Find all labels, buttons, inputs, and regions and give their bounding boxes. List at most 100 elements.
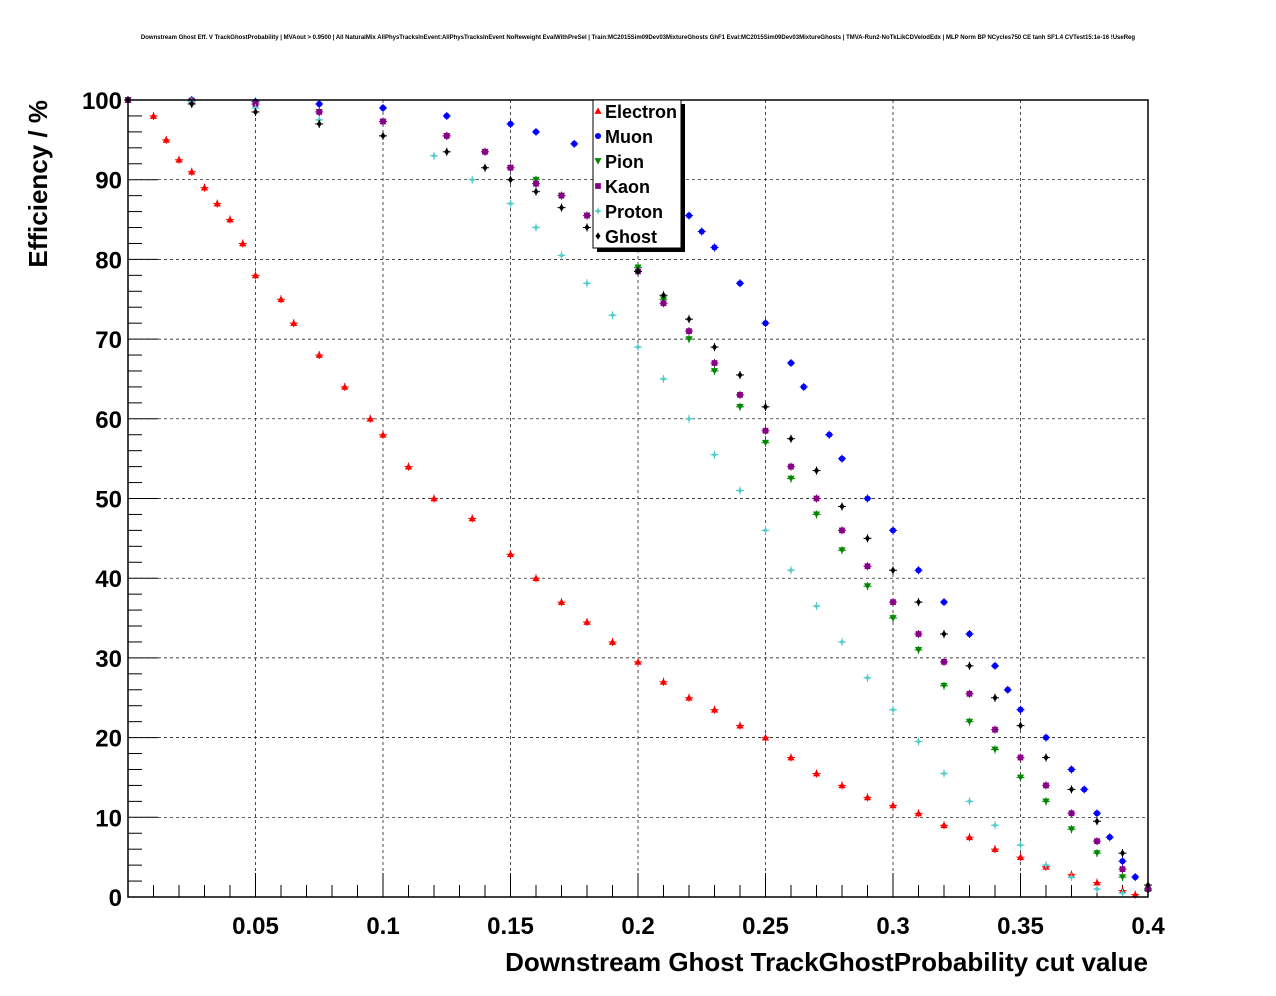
data-point: [660, 291, 667, 299]
data-point: [965, 797, 974, 806]
data-point: [468, 514, 476, 522]
data-point: [736, 280, 744, 287]
data-point: [558, 192, 565, 199]
data-point: [889, 527, 897, 534]
data-point: [863, 583, 872, 590]
data-point: [1042, 734, 1050, 741]
legend-marker: [594, 158, 602, 165]
data-point: [800, 383, 807, 390]
data-point: [710, 450, 719, 459]
y-tick-label: 30: [95, 646, 122, 673]
data-point: [737, 392, 743, 398]
data-point: [506, 550, 515, 558]
data-point: [557, 598, 566, 605]
data-point: [813, 467, 820, 475]
data-point: [175, 156, 183, 163]
data-point: [1119, 849, 1126, 857]
y-tick-label: 60: [95, 407, 122, 434]
data-point: [736, 722, 744, 729]
data-point: [711, 343, 718, 351]
data-point: [634, 343, 642, 351]
data-point: [890, 599, 896, 605]
data-point: [915, 598, 922, 606]
data-point: [189, 100, 195, 108]
data-point: [379, 104, 387, 112]
data-point: [558, 203, 565, 212]
data-point: [940, 821, 948, 829]
x-tick-label: 0.15: [487, 913, 534, 940]
legend-label: Pion: [605, 152, 644, 172]
data-point: [992, 726, 998, 733]
x-tick-label: 0.05: [232, 913, 279, 940]
legend-marker: [595, 183, 601, 189]
data-point: [507, 164, 514, 171]
data-point: [787, 753, 795, 761]
data-point: [812, 602, 821, 611]
data-point: [863, 793, 872, 801]
y-tick-label: 50: [95, 487, 122, 514]
data-point: [380, 118, 386, 125]
data-point: [1016, 841, 1025, 850]
data-point: [991, 821, 999, 830]
data-point: [762, 320, 769, 327]
data-point: [443, 132, 450, 139]
y-tick-label: 90: [95, 168, 122, 195]
data-point: [1093, 885, 1101, 893]
data-point: [940, 769, 948, 778]
data-point: [482, 164, 488, 172]
data-point: [685, 694, 693, 701]
data-point: [430, 151, 438, 160]
data-point: [379, 431, 387, 438]
data-point: [1119, 866, 1126, 872]
data-point: [583, 618, 591, 625]
data-point: [316, 120, 322, 128]
data-point: [532, 223, 540, 232]
data-point: [1017, 754, 1024, 761]
data-point: [584, 223, 590, 232]
y-tick-label: 10: [95, 805, 122, 832]
data-point: [838, 638, 846, 646]
data-point: [711, 360, 718, 366]
data-point: [890, 566, 896, 574]
data-point: [608, 311, 617, 320]
legend-marker: [595, 232, 601, 240]
data-point: [507, 176, 514, 184]
data-point: [838, 547, 846, 554]
data-point: [914, 737, 923, 746]
data-point: [1068, 810, 1075, 817]
data-point: [1017, 706, 1024, 713]
data-point: [737, 371, 743, 379]
data-point: [1004, 686, 1011, 693]
data-point: [277, 295, 285, 303]
data-point: [1081, 786, 1088, 793]
data-point: [685, 212, 693, 219]
legend: Electron Muon Pion Kaon Proton Ghost: [592, 99, 685, 252]
data-point: [659, 375, 668, 383]
data-point: [1068, 766, 1075, 773]
data-point: [761, 526, 770, 535]
data-point: [813, 495, 820, 502]
data-point: [1042, 861, 1050, 870]
data-point: [991, 662, 999, 669]
data-point: [149, 112, 158, 119]
data-point: [557, 251, 566, 260]
data-point: [239, 239, 247, 247]
data-point: [761, 734, 770, 741]
data-point: [966, 630, 973, 638]
data-point: [761, 439, 770, 447]
data-point: [532, 128, 540, 135]
data-point: [584, 212, 590, 219]
series-ghost: [124, 96, 1152, 890]
data-point: [812, 511, 821, 519]
y-tick-label: 100: [82, 88, 122, 115]
data-point: [315, 351, 323, 358]
data-point: [1068, 785, 1075, 794]
data-point: [290, 319, 298, 327]
x-tick-label: 0.25: [742, 913, 789, 940]
data-point: [992, 694, 998, 702]
chart-title: Downstream Ghost Eff. V TrackGhostProbab…: [140, 35, 1136, 41]
x-axis-title: Downstream Ghost TrackGhostProbability c…: [505, 947, 1148, 977]
data-point: [1017, 722, 1024, 730]
data-point: [1118, 889, 1127, 897]
y-tick-label: 0: [109, 885, 122, 912]
